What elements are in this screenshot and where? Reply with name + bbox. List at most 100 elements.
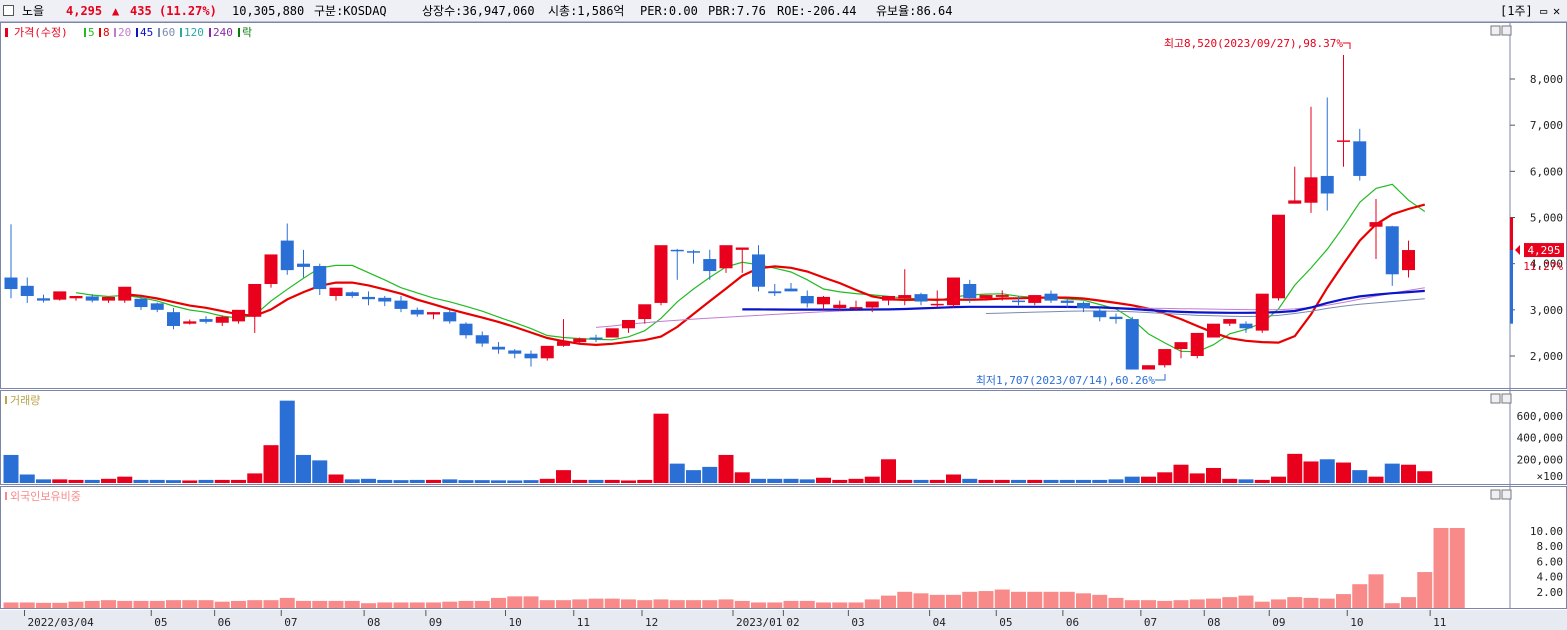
candle-body	[297, 263, 310, 267]
candle-body	[735, 247, 749, 250]
window-min-icon[interactable]: ▭	[1540, 4, 1548, 18]
last-price-box	[1524, 243, 1564, 258]
volume-bar	[1173, 464, 1189, 483]
foreign-bar	[296, 600, 311, 608]
candle-body	[1353, 141, 1367, 176]
candle-body	[345, 292, 359, 296]
current-price: 4,295	[66, 4, 103, 18]
foreign-tick-label: 4.00	[1537, 571, 1564, 584]
candle-body	[898, 295, 912, 299]
foreign-bar	[913, 593, 929, 608]
reserve-ratio: 유보율:86.64	[876, 4, 953, 18]
price-change-pct: (11.27%)	[159, 4, 217, 18]
volume-bar	[1141, 476, 1156, 483]
volume-bar	[263, 445, 279, 483]
volume-bar	[166, 480, 181, 483]
volume-bar	[1254, 479, 1270, 483]
per-value: PER:0.00	[640, 4, 698, 18]
volume-bar	[556, 470, 571, 483]
period-selector[interactable]: [1주]	[1500, 4, 1533, 18]
volume-bar	[1124, 476, 1140, 483]
candle-body	[1239, 323, 1253, 329]
price-tick-label: 2,000	[1530, 350, 1563, 363]
stock-chart[interactable]: 2,000 3,000 4,000 5,000 6,000 7,000 8,000 최고8,5…	[0, 22, 1567, 630]
legend-item-45: 45	[140, 26, 153, 39]
window-close-icon[interactable]: ✕	[1553, 4, 1561, 18]
legend-marker	[5, 396, 7, 404]
volume-bar	[1222, 478, 1238, 483]
candle-body	[930, 303, 944, 306]
foreign-bar	[523, 596, 539, 608]
foreign-bar	[474, 600, 490, 608]
price-tick-label: 5,000	[1530, 212, 1563, 225]
foreign-bar	[1157, 600, 1173, 608]
volume-bar	[1238, 479, 1254, 483]
candle-body	[995, 295, 1009, 297]
x-tick-label: 2023/01	[736, 616, 782, 629]
foreign-bar	[799, 600, 815, 608]
volume-bar	[312, 460, 328, 483]
candle-body	[248, 283, 262, 317]
volume-bar	[442, 479, 458, 483]
foreign-bar	[751, 602, 766, 608]
foreign-bar	[1011, 591, 1026, 608]
foreign-bar	[621, 599, 636, 608]
price-tick-label: 8,000	[1530, 73, 1563, 86]
candle-body	[1077, 302, 1090, 308]
foreign-bar	[978, 591, 994, 608]
candle-body	[1174, 342, 1188, 350]
volume-bar	[751, 478, 766, 483]
price-pane-minimize-icon	[1490, 25, 1501, 36]
foreign-bar	[572, 599, 588, 608]
select-checkbox[interactable]	[3, 5, 14, 16]
foreign-bar	[68, 601, 84, 608]
x-tick-label: 09	[1272, 616, 1285, 629]
foreign-bar	[1401, 597, 1416, 608]
foreign-bar	[962, 591, 978, 608]
candle-body	[410, 309, 424, 315]
volume-pane-close-icon	[1501, 393, 1512, 404]
stock-name[interactable]: 노을	[22, 4, 45, 18]
candle-body	[1272, 214, 1285, 299]
candle-body	[752, 254, 765, 287]
volume-bar	[621, 480, 636, 483]
candle-body	[1028, 295, 1042, 303]
legend-marker	[180, 28, 182, 37]
low-arrow	[1155, 374, 1166, 381]
volume-bar	[19, 474, 35, 483]
candle-body	[1012, 300, 1025, 303]
candle-body	[443, 312, 457, 322]
foreign-bar	[117, 600, 133, 608]
candle-body	[687, 251, 700, 253]
low-annotation: 최저1,707(2023/07/14),60.26%	[976, 374, 1156, 387]
candle-body	[768, 291, 782, 294]
foreign-bar	[1027, 591, 1043, 608]
candle-body	[1337, 140, 1350, 142]
legend-marker	[136, 28, 138, 37]
volume-bar	[962, 478, 978, 483]
price-pane	[0, 22, 1567, 389]
candle-body	[865, 301, 879, 308]
legend-item-60: 60	[162, 26, 175, 39]
candle-body	[118, 286, 132, 301]
foreign-bar	[1417, 572, 1433, 608]
legend-item-8: 8	[103, 26, 110, 39]
x-tick-label: 05	[999, 616, 1012, 629]
volume-bar	[101, 478, 116, 483]
foreign-bar	[604, 598, 620, 608]
price-tick-label: 6,000	[1530, 165, 1563, 178]
x-tick-label: 06	[218, 616, 231, 629]
legend-marker	[114, 28, 116, 37]
candle-body	[459, 323, 473, 336]
foreign-bar	[1206, 598, 1221, 608]
volume-unit-label: ×100	[1537, 470, 1564, 483]
candle-body	[1190, 332, 1204, 356]
foreign-bar	[1092, 594, 1108, 608]
volume-bar	[198, 479, 214, 483]
volume-bar	[393, 480, 409, 483]
candle-body	[280, 240, 294, 271]
volume-bar	[117, 476, 133, 483]
x-tick-label: 06	[1066, 616, 1079, 629]
x-tick-label: 05	[154, 616, 167, 629]
candle-body	[524, 353, 538, 359]
